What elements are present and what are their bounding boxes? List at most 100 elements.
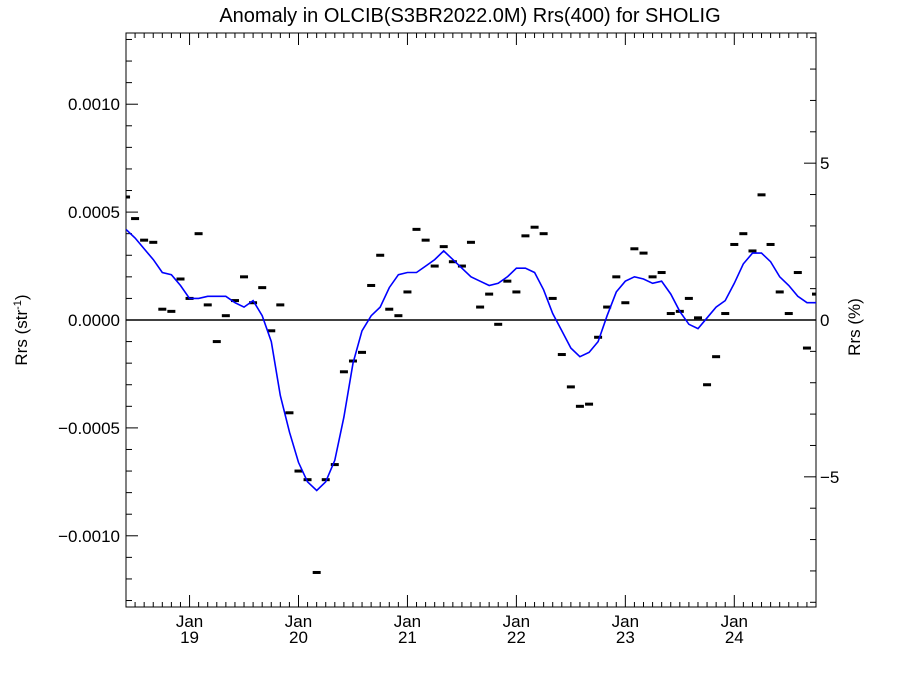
data-marker [221,314,230,318]
data-marker [548,296,557,300]
y-right-tick-label: 0 [820,311,829,330]
data-marker [230,299,239,303]
data-marker [784,312,793,316]
data-marker [566,385,575,389]
data-marker [194,232,203,236]
data-marker [775,290,784,294]
data-marker [694,316,703,320]
x-tick-label-year: 21 [398,628,417,647]
data-marker [494,322,503,326]
x-tick-label-year: 19 [180,628,199,647]
data-marker [167,309,176,313]
data-marker [466,240,475,244]
data-marker [812,292,816,296]
data-marker [575,404,584,408]
data-marker [158,307,167,311]
data-marker [367,283,376,287]
x-tick-label-year: 24 [725,628,744,647]
data-marker [339,370,348,374]
data-marker [766,242,775,246]
data-marker [684,296,693,300]
data-marker [412,227,421,231]
data-marker [657,271,666,275]
data-marker [176,277,185,281]
data-marker [603,305,612,309]
x-tick-label-year: 23 [616,628,635,647]
data-marker [267,329,276,333]
x-tick-label-month: Jan [612,612,639,631]
data-marker [521,234,530,238]
data-marker [131,217,140,221]
data-marker [703,383,712,387]
smoothed-line [126,228,816,492]
y-left-tick-label: 0.0000 [68,311,120,330]
data-marker [149,240,158,244]
x-tick-label-month: Jan [285,612,312,631]
x-tick-label-month: Jan [176,612,203,631]
data-marker [457,264,466,268]
data-marker [503,279,512,283]
data-marker [312,570,321,574]
data-marker [557,353,566,357]
y-right-tick-label: 5 [820,154,829,173]
y-axis-left-label-main: Rrs (str [12,310,31,366]
data-marker [212,340,221,344]
y-left-tick-label: 0.0005 [68,203,120,222]
data-marker [630,247,639,251]
x-tick-label-year: 20 [289,628,308,647]
data-marker [276,303,285,307]
data-marker [530,225,539,229]
y-left-tick-label: −0.0010 [58,527,120,546]
data-marker [285,411,294,415]
data-marker [721,312,730,316]
data-marker [240,275,249,279]
data-marker [476,305,485,309]
data-marker [639,251,648,255]
x-tick-label-month: Jan [503,612,530,631]
data-marker [430,264,439,268]
y-axis-left-label-close: ) [12,294,31,300]
data-marker [249,301,258,305]
data-marker [666,312,675,316]
y-axis-left-label-sup: -1 [12,300,24,310]
data-marker [394,314,403,318]
data-marker [403,290,412,294]
x-tick-label-month: Jan [721,612,748,631]
data-marker [421,238,430,242]
data-marker [294,469,303,473]
x-tick-label-year: 22 [507,628,526,647]
data-marker [258,286,267,290]
data-marker [448,260,457,264]
data-marker [612,275,621,279]
data-marker [802,346,811,350]
y-left-tick-label: −0.0005 [58,419,120,438]
data-marker [712,355,721,359]
data-marker [303,478,312,482]
data-marker [585,402,594,406]
plot-area: 0.00100.00050.0000−0.0005−0.001050−5Jan1… [58,32,839,647]
data-marker [358,350,367,354]
data-marker [648,275,657,279]
data-marker [730,242,739,246]
y-right-tick-label: −5 [820,468,839,487]
y-axis-right-label: Rrs (%) [845,298,864,356]
chart-title: Anomaly in OLCIB(S3BR2022.0M) Rrs(400) f… [219,5,720,27]
data-marker [376,253,385,257]
x-tick-label-month: Jan [394,612,421,631]
data-marker [512,290,521,294]
y-axis-left-label: Rrs (str-1) [12,294,31,365]
y-left-tick-label: 0.0010 [68,95,120,114]
data-marker [748,249,757,253]
data-marker [594,335,603,339]
data-marker [203,303,212,307]
data-marker [126,195,131,199]
data-marker [539,232,548,236]
data-marker [793,271,802,275]
data-marker [330,463,339,467]
data-marker [140,238,149,242]
data-marker [439,245,448,249]
data-marker [485,292,494,296]
data-marker [385,307,394,311]
data-marker [739,232,748,236]
